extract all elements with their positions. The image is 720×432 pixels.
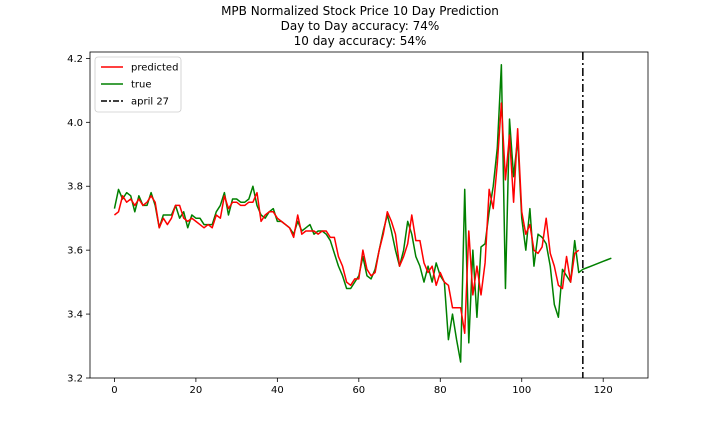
chart-subtitle-day-accuracy: Day to Day accuracy: 74% <box>280 19 440 33</box>
x-tick-label: 100 <box>512 385 531 396</box>
x-tick-label: 40 <box>271 385 284 396</box>
legend-label: predicted <box>131 63 178 74</box>
y-tick-label: 3.4 <box>67 310 83 321</box>
x-tick-label: 120 <box>594 385 613 396</box>
y-tick-label: 3.2 <box>67 374 83 385</box>
series-line-true <box>113 64 612 363</box>
plot-frame <box>89 51 649 379</box>
series-line-predicted <box>113 102 580 334</box>
series-lines <box>113 52 612 378</box>
legend-label: true <box>131 80 152 91</box>
y-tick-label: 4.2 <box>67 54 83 65</box>
legend-label: april 27 <box>131 97 169 108</box>
chart-title: MPB Normalized Stock Price 10 Day Predic… <box>221 4 499 18</box>
x-tick-label: 80 <box>434 385 447 396</box>
y-tick-label: 3.6 <box>67 246 83 257</box>
y-tick-label: 4.0 <box>67 118 83 129</box>
x-tick-label: 60 <box>352 385 365 396</box>
x-tick-label: 0 <box>111 385 117 396</box>
y-tick-label: 3.8 <box>67 182 83 193</box>
legend: predicted true april 27 <box>94 56 182 113</box>
x-tick-label: 20 <box>190 385 203 396</box>
axis-ticks: 0 20 40 60 80 100 120 3.2 3.4 3.6 3.8 4.0 4.2 <box>67 54 613 396</box>
chart-subtitle-10day-accuracy: 10 day accuracy: 54% <box>293 34 427 48</box>
legend-box <box>94 56 182 113</box>
